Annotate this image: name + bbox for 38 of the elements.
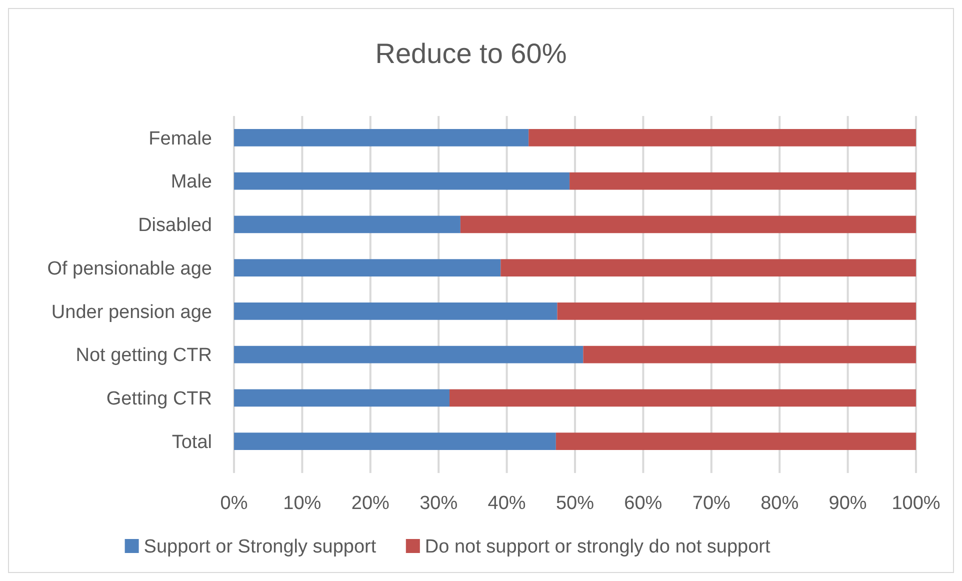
legend-label: Do not support or strongly do not support <box>424 536 771 558</box>
bar <box>234 216 460 234</box>
bar <box>450 389 916 407</box>
bar <box>234 302 558 320</box>
bar <box>557 302 916 320</box>
x-tick-label: 0% <box>220 493 248 514</box>
y-tick-label: Of pensionable age <box>47 258 212 280</box>
x-tick-label: 60% <box>624 493 662 514</box>
bar <box>528 129 916 146</box>
bar <box>570 172 916 190</box>
x-tick-label: 80% <box>760 493 799 514</box>
x-tick-label: 90% <box>828 493 867 514</box>
y-tick-label: Female <box>148 128 212 150</box>
chart-title: Reduce to 60% <box>375 38 567 69</box>
bar <box>234 432 556 450</box>
x-tick-label: 10% <box>283 493 322 514</box>
x-tick-label: 100% <box>892 493 940 514</box>
y-tick-label: Not getting CTR <box>76 345 212 366</box>
y-tick-label: Getting CTR <box>106 388 212 410</box>
bar <box>234 389 450 407</box>
y-tick-label: Disabled <box>138 215 212 236</box>
x-tick-label: 30% <box>420 493 458 514</box>
y-tick-label: Under pension age <box>51 302 212 323</box>
x-tick-label: 70% <box>692 493 731 514</box>
bar <box>500 259 916 276</box>
bar <box>234 259 501 276</box>
bar <box>583 346 916 364</box>
bar <box>234 129 529 146</box>
legend-label: Support or Strongly support <box>144 536 377 558</box>
bar <box>460 216 916 234</box>
y-tick-label: Male <box>170 172 212 193</box>
bar <box>234 346 584 364</box>
x-tick-label: 20% <box>351 493 390 514</box>
bar <box>556 432 916 450</box>
bar <box>234 172 570 190</box>
x-tick-label: 50% <box>556 493 594 514</box>
x-tick-label: 40% <box>488 493 526 514</box>
y-tick-label: Total <box>172 432 212 453</box>
